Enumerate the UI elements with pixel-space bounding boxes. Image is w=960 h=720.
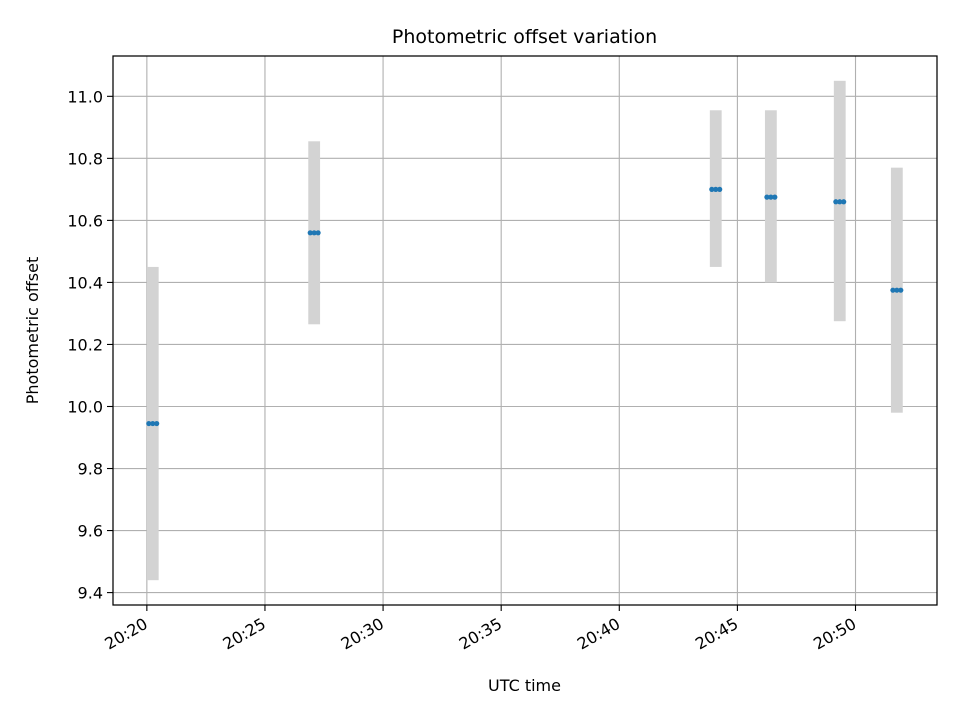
data-point xyxy=(709,186,715,192)
data-point xyxy=(717,186,723,192)
data-point xyxy=(713,186,719,192)
grid xyxy=(113,56,937,605)
data-point xyxy=(315,230,321,236)
x-axis-label: UTC time xyxy=(488,676,561,695)
y-tick-label: 11.0 xyxy=(67,87,103,106)
y-tick-label: 9.8 xyxy=(78,460,103,479)
data-point xyxy=(150,420,156,427)
y-axis-label: Photometric offset xyxy=(23,257,42,405)
data-point xyxy=(837,199,843,205)
data-point xyxy=(772,194,778,200)
data-point xyxy=(154,420,160,427)
y-tick-label: 10.6 xyxy=(67,211,103,230)
data-point xyxy=(898,287,904,293)
chart-title: Photometric offset variation xyxy=(392,26,657,48)
data-point xyxy=(841,199,847,205)
y-tick-label: 9.4 xyxy=(78,584,103,603)
y-tick-label: 10.2 xyxy=(67,335,103,354)
data-point xyxy=(894,287,900,293)
data-points xyxy=(146,186,904,427)
y-tick-label: 10.0 xyxy=(67,397,103,416)
data-point xyxy=(890,287,896,293)
data-point xyxy=(311,230,317,236)
data-point xyxy=(833,199,839,205)
data-point xyxy=(768,194,774,200)
data-point xyxy=(307,230,313,236)
data-point xyxy=(764,194,770,200)
plot-frame xyxy=(112,55,938,606)
y-tick-label: 9.6 xyxy=(78,522,103,541)
y-tick-label: 10.4 xyxy=(67,273,103,292)
y-axis: 9.4 9.6 9.8 10.0 10.2 10.4 10.6 10.8 11.0 xyxy=(67,87,113,603)
data-point xyxy=(146,420,152,427)
y-tick-label: 10.8 xyxy=(67,149,103,168)
